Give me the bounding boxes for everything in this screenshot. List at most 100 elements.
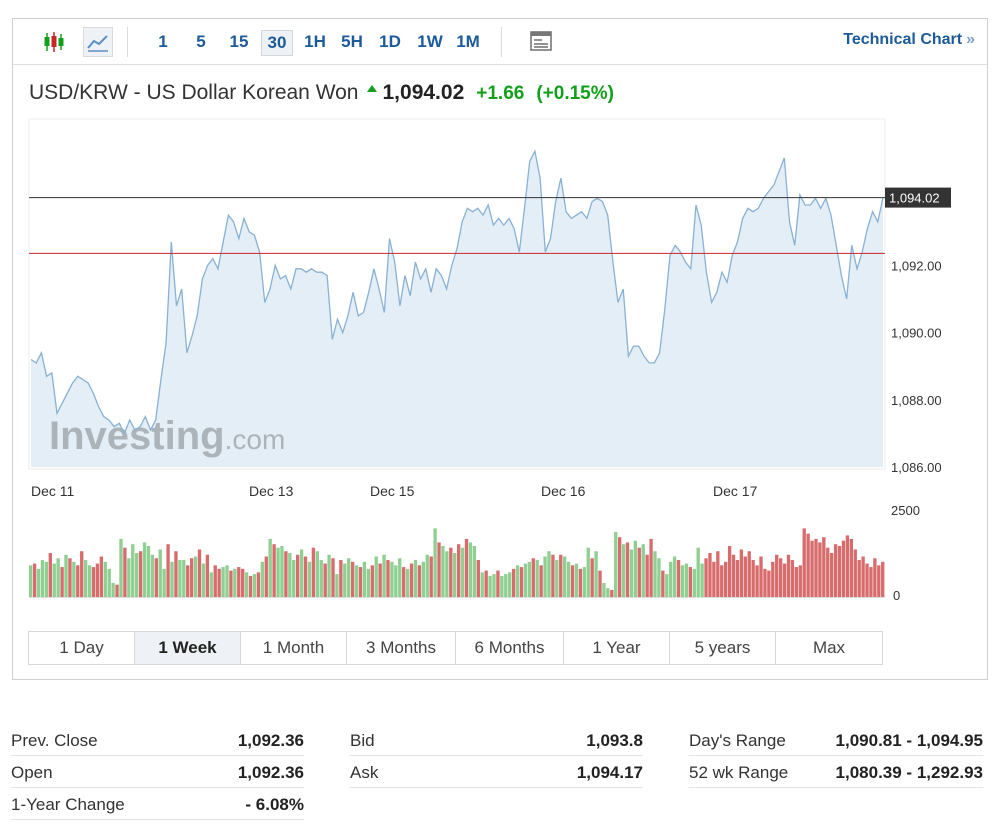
volume-bar [307, 561, 312, 597]
up-arrow-icon [366, 85, 377, 92]
volume-bar [814, 538, 818, 597]
volume-bar [409, 563, 414, 597]
volume-bar [727, 545, 732, 597]
volume-bar [217, 568, 221, 597]
volume-bar [44, 561, 49, 597]
volume-bar [515, 565, 520, 597]
volume-bar [29, 565, 33, 597]
volume-bar [413, 560, 418, 597]
volume-bar [327, 554, 331, 597]
chart-widget: 1 5 15 30 1H 5H 1D 1W 1M Technical Chart… [12, 18, 988, 680]
volume-bar [657, 558, 661, 597]
volume-bar [806, 533, 810, 597]
stat-52wk-range: 52 wk Range 1,080.39 - 1,292.93 [689, 756, 983, 788]
volume-bar [311, 547, 316, 597]
toolbar-separator [501, 27, 502, 57]
volume-bar [708, 553, 712, 597]
volume-bar [672, 556, 677, 597]
volume-bar [688, 567, 692, 597]
volume-bar [354, 565, 359, 597]
interval-5[interactable]: 5 [196, 32, 206, 51]
volume-bar [52, 563, 56, 597]
volume-bar [802, 528, 806, 597]
interval-1d[interactable]: 1D [379, 32, 401, 51]
volume-bar [661, 570, 665, 597]
range-1-year[interactable]: 1 Year [564, 632, 670, 664]
volume-bar [154, 558, 158, 597]
volume-bar [36, 568, 41, 597]
toolbar-separator [127, 27, 128, 57]
volume-bar [138, 551, 143, 597]
date-tick-label: Dec 16 [541, 483, 586, 499]
range-1-day[interactable]: 1 Day [29, 632, 135, 664]
range-1-month[interactable]: 1 Month [241, 632, 347, 664]
volume-bar [87, 565, 92, 597]
volume-bar [64, 554, 68, 597]
price-tick-label: 1,090.00 [891, 326, 942, 341]
volume-bar [303, 556, 308, 597]
stat-label: 1-Year Change [11, 795, 125, 814]
volume-bar [798, 565, 802, 597]
volume-bar [229, 570, 233, 597]
volume-bar [794, 567, 799, 597]
volume-bar [555, 560, 559, 597]
technical-chart-link[interactable]: Technical Chart» [843, 31, 975, 49]
volume-bar [162, 568, 166, 597]
volume-bar [684, 563, 689, 597]
volume-bar [877, 565, 881, 597]
current-price-badge [885, 187, 951, 208]
volume-bar [335, 574, 339, 597]
volume-bar [665, 574, 669, 597]
date-tick-label: Dec 15 [370, 483, 415, 499]
range-3-months[interactable]: 3 Months [347, 632, 456, 664]
volume-bar [551, 554, 555, 597]
volume-bar [201, 563, 206, 597]
volume-bar [676, 560, 681, 597]
volume-bar [853, 549, 857, 597]
volume-bar [95, 563, 100, 597]
volume-bar [881, 561, 885, 597]
range-5-years[interactable]: 5 years [670, 632, 776, 664]
candlestick-chart-icon[interactable] [39, 27, 69, 57]
news-layout-icon[interactable] [527, 27, 557, 57]
volume-bar [453, 553, 457, 597]
volume-bar [193, 556, 198, 597]
interval-1h[interactable]: 1H [304, 32, 326, 51]
volume-bar [40, 560, 45, 597]
volume-bar [276, 547, 280, 597]
volume-bar [256, 572, 261, 597]
volume-bar [343, 563, 347, 597]
interval-15[interactable]: 15 [229, 32, 249, 51]
volume-bar [425, 554, 429, 597]
range-selector: 1 Day 1 Week 1 Month 3 Months 6 Months 1… [28, 631, 883, 665]
interval-5h[interactable]: 5H [341, 32, 363, 51]
area-chart-icon[interactable] [83, 27, 113, 57]
volume-bar [296, 554, 300, 597]
volume-bar [496, 570, 500, 597]
volume-bar [810, 540, 814, 597]
volume-bar [445, 551, 449, 597]
volume-bar [511, 568, 516, 597]
volume-bar [405, 568, 410, 597]
volume-bar [457, 544, 461, 597]
volume-bar [743, 556, 747, 597]
stat-value: - 6.08% [245, 795, 304, 814]
range-6-months[interactable]: 6 Months [456, 632, 564, 664]
interval-30[interactable]: 30 [261, 30, 293, 56]
date-tick-label: Dec 17 [713, 483, 758, 499]
volume-bar [468, 542, 473, 597]
volume-bar [755, 565, 759, 597]
volume-bar [712, 561, 716, 597]
interval-1m[interactable]: 1M [456, 32, 480, 51]
volume-bar [488, 575, 492, 597]
volume-bar [500, 575, 504, 597]
price-chart[interactable]: Investing.com 1,094.021,092.001,090.001,… [13, 19, 987, 619]
interval-1w[interactable]: 1W [417, 32, 443, 51]
range-max[interactable]: Max [812, 638, 846, 657]
stats-column-middle: Bid 1,093.8 Ask 1,094.17 [350, 724, 643, 788]
date-tick-label: Dec 11 [31, 483, 75, 499]
volume-bar [182, 560, 186, 597]
range-1-week[interactable]: 1 Week [135, 632, 241, 664]
interval-1[interactable]: 1 [158, 32, 168, 51]
volume-bar [759, 556, 763, 597]
